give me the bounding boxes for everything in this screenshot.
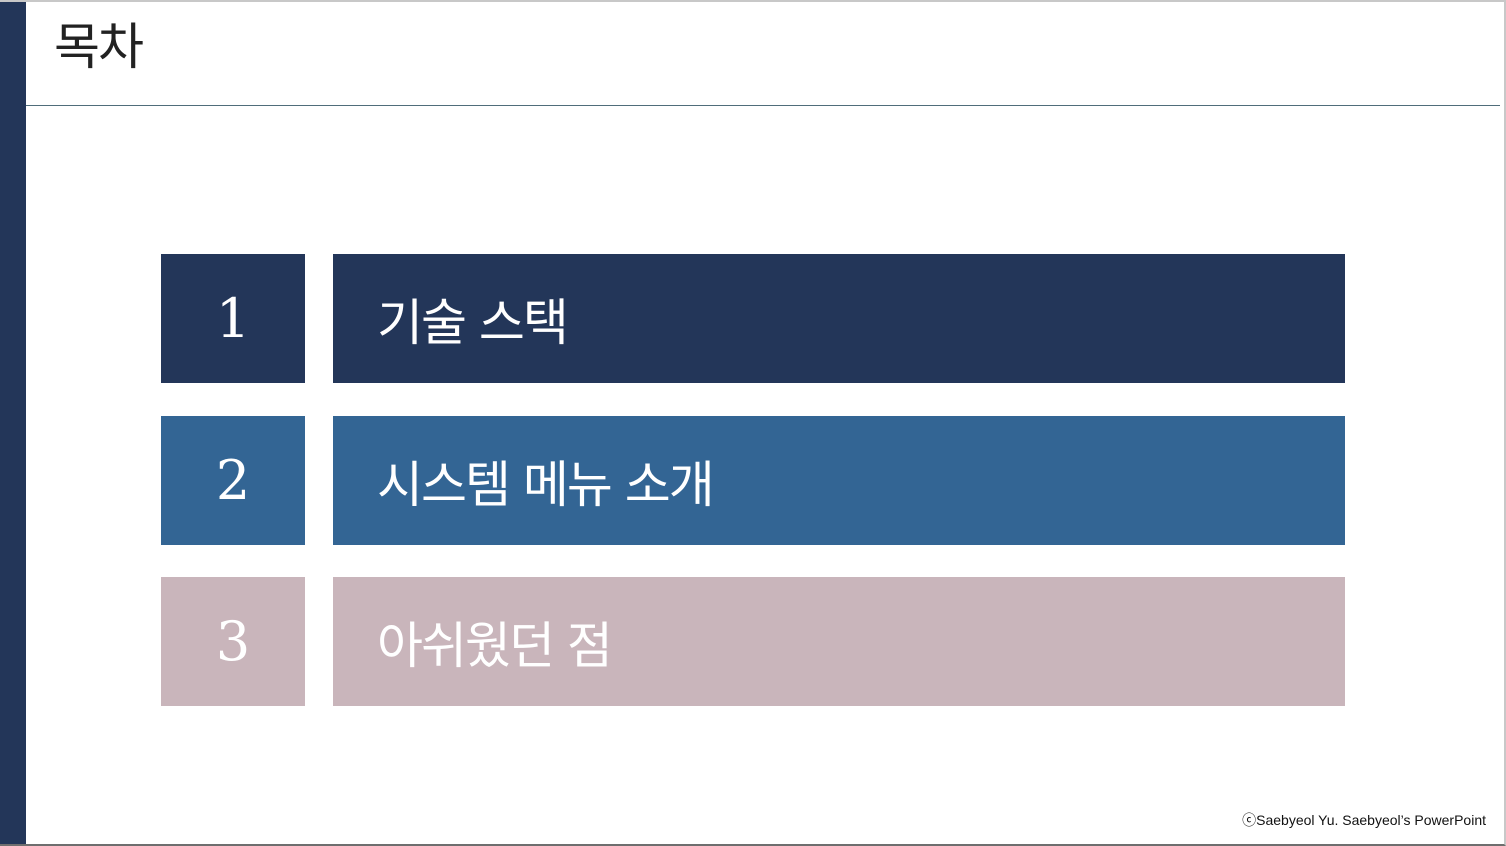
toc-item-3: 3 아쉬웠던 점 xyxy=(161,577,1345,706)
toc-item-2: 2 시스템 메뉴 소개 xyxy=(161,416,1345,545)
slide-title: 목차 xyxy=(54,18,144,76)
copyright-footer: ⓒSaebyeol Yu. Saebyeol’s PowerPoint xyxy=(1242,812,1486,828)
title-divider xyxy=(26,105,1500,106)
toc-item-number: 1 xyxy=(161,254,305,383)
toc-item-1: 1 기술 스택 xyxy=(161,254,1345,383)
toc-item-number: 2 xyxy=(161,416,305,545)
left-accent-bar xyxy=(0,2,26,844)
toc-item-label: 기술 스택 xyxy=(333,254,1345,383)
toc-item-label: 아쉬웠던 점 xyxy=(333,577,1345,706)
toc-item-number: 3 xyxy=(161,577,305,706)
toc-item-label: 시스템 메뉴 소개 xyxy=(333,416,1345,545)
